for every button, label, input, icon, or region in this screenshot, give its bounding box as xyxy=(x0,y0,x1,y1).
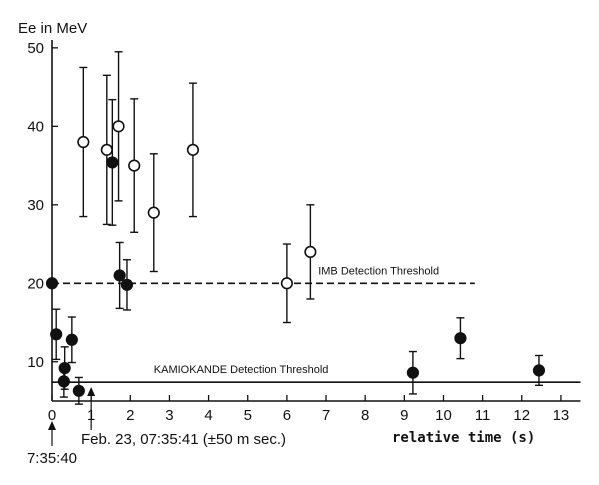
open-marker xyxy=(280,277,293,290)
open-data-point xyxy=(77,66,90,218)
open-marker xyxy=(147,206,160,219)
open-marker xyxy=(100,143,113,156)
open-marker xyxy=(186,143,200,156)
x-tick-label: 9 xyxy=(400,407,408,424)
x-tick-label: 6 xyxy=(283,407,291,424)
x-tick-label: 11 xyxy=(475,407,491,424)
open-data-point xyxy=(100,74,113,226)
x-tick-label: 5 xyxy=(244,407,252,424)
filled-marker xyxy=(454,332,467,345)
filled-marker xyxy=(65,333,78,346)
filled-data-point xyxy=(65,316,78,364)
x-tick-label: 3 xyxy=(165,407,173,424)
filled-marker xyxy=(45,277,59,290)
filled-data-point xyxy=(72,376,85,405)
reference-time-arrowhead xyxy=(87,387,96,396)
filled-marker xyxy=(106,156,119,169)
y-axis-title: Ee in MeV xyxy=(18,20,87,37)
start-time-arrowhead xyxy=(48,421,56,430)
x-tick-label: 10 xyxy=(435,407,452,424)
y-tick-label: 50 xyxy=(27,40,44,57)
open-data-point xyxy=(304,204,317,300)
open-marker xyxy=(112,120,125,133)
open-marker xyxy=(77,135,90,149)
imb-threshold-label: IMB Detection Threshold xyxy=(318,265,439,277)
start-time-note: 7:35:40 xyxy=(27,450,77,467)
open-data-point xyxy=(186,82,200,218)
y-tick-label: 10 xyxy=(27,354,44,371)
y-tick-label: 30 xyxy=(27,197,44,214)
filled-marker xyxy=(120,278,134,291)
y-tick-label: 40 xyxy=(27,118,44,135)
filled-data-point xyxy=(532,354,546,387)
open-data-point xyxy=(280,243,293,324)
x-tick-label: 7 xyxy=(322,407,330,424)
filled-marker xyxy=(72,384,85,397)
filled-marker xyxy=(58,361,71,375)
filled-data-point xyxy=(454,317,467,360)
filled-data-point xyxy=(406,350,420,395)
x-tick-label: 13 xyxy=(553,407,570,424)
x-tick-label: 4 xyxy=(204,407,212,424)
open-marker xyxy=(128,159,141,172)
filled-marker xyxy=(113,269,126,282)
kamiokande-threshold-label: KAMIOKANDE Detection Threshold xyxy=(154,364,329,376)
filled-data-point xyxy=(50,308,63,361)
x-tick-label: 12 xyxy=(513,407,530,424)
open-marker xyxy=(304,245,317,258)
x-tick-label: 8 xyxy=(361,407,369,424)
open-data-point xyxy=(147,153,160,273)
reference-time-note: Feb. 23, 07:35:41 (±50 m sec.) xyxy=(81,431,286,448)
x-tick-label: 2 xyxy=(126,407,134,424)
data-points xyxy=(45,51,546,405)
filled-data-point xyxy=(58,346,71,390)
filled-data-point xyxy=(106,98,119,226)
x-tick-label: 0 xyxy=(48,407,56,424)
filled-data-point xyxy=(113,241,126,310)
filled-marker xyxy=(57,375,70,388)
open-data-point xyxy=(112,51,125,202)
y-tick-label: 20 xyxy=(27,275,44,292)
filled-data-point xyxy=(120,259,134,311)
x-axis-title: relative time (s) xyxy=(392,430,535,446)
filled-marker xyxy=(532,364,546,377)
axes: 0123456789101112131020304050 xyxy=(27,40,581,446)
filled-marker xyxy=(50,328,63,341)
filled-marker xyxy=(406,366,420,379)
filled-data-point xyxy=(45,277,59,290)
open-data-point xyxy=(128,98,141,233)
